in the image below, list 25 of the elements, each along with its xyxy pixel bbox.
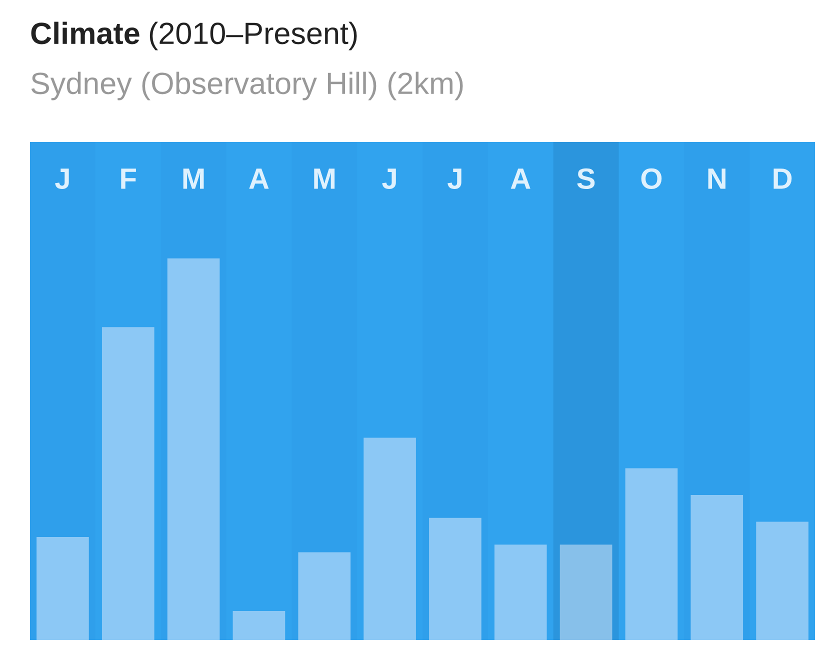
chart-subtitle: Sydney (Observatory Hill) (2km) — [31, 72, 463, 100]
x-tick-label: J — [382, 168, 396, 190]
bar — [232, 611, 286, 640]
bar — [429, 518, 482, 640]
x-tick-label: A — [510, 168, 530, 189]
chart-title: Climate (2010–Present) — [31, 22, 357, 50]
bar — [494, 544, 547, 640]
bar — [625, 468, 678, 640]
x-tick-label: J — [55, 168, 69, 190]
bar — [36, 536, 89, 640]
bar — [298, 552, 351, 640]
x-tick-label: O — [641, 168, 662, 190]
x-tick-label: D — [774, 168, 792, 189]
bar — [102, 327, 154, 640]
bar — [560, 544, 612, 640]
x-tick-label: M — [314, 168, 335, 189]
x-tick-label: F — [121, 168, 136, 189]
x-tick-label: S — [577, 168, 595, 190]
bar — [364, 438, 416, 640]
x-tick-label: M — [183, 168, 204, 189]
bar — [756, 522, 808, 640]
x-tick-label: N — [708, 168, 726, 189]
bar — [690, 494, 744, 640]
x-tick-label: J — [448, 168, 462, 190]
x-tick-label: A — [249, 168, 269, 189]
